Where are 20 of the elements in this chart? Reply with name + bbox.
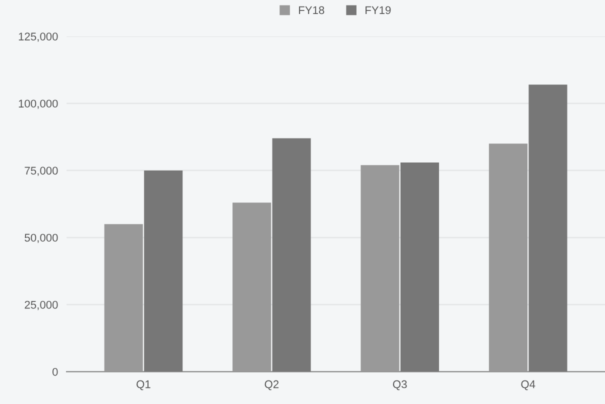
- legend-label: FY18: [299, 6, 324, 14]
- y-tick-label: 75,000: [24, 166, 58, 176]
- y-tick-label: 100,000: [18, 100, 58, 109]
- y-tick-label: 50,000: [24, 234, 58, 243]
- bar: [360, 165, 400, 372]
- bar: [104, 224, 143, 372]
- bar: [528, 84, 568, 372]
- x-tick-label: Q4: [521, 380, 536, 390]
- y-tick-label: 125,000: [18, 32, 58, 42]
- y-tick-label: 0: [52, 368, 58, 376]
- bar: [232, 202, 272, 372]
- bar: [400, 162, 440, 372]
- x-tick-label: Q3: [392, 380, 407, 390]
- x-tick-label: Q1: [136, 380, 150, 390]
- x-tick-label: Q2: [264, 380, 279, 390]
- y-tick-label: 25,000: [24, 300, 58, 310]
- bar: [144, 170, 183, 372]
- bar: [272, 138, 311, 372]
- legend-label: FY19: [366, 6, 391, 14]
- bar: [488, 144, 528, 372]
